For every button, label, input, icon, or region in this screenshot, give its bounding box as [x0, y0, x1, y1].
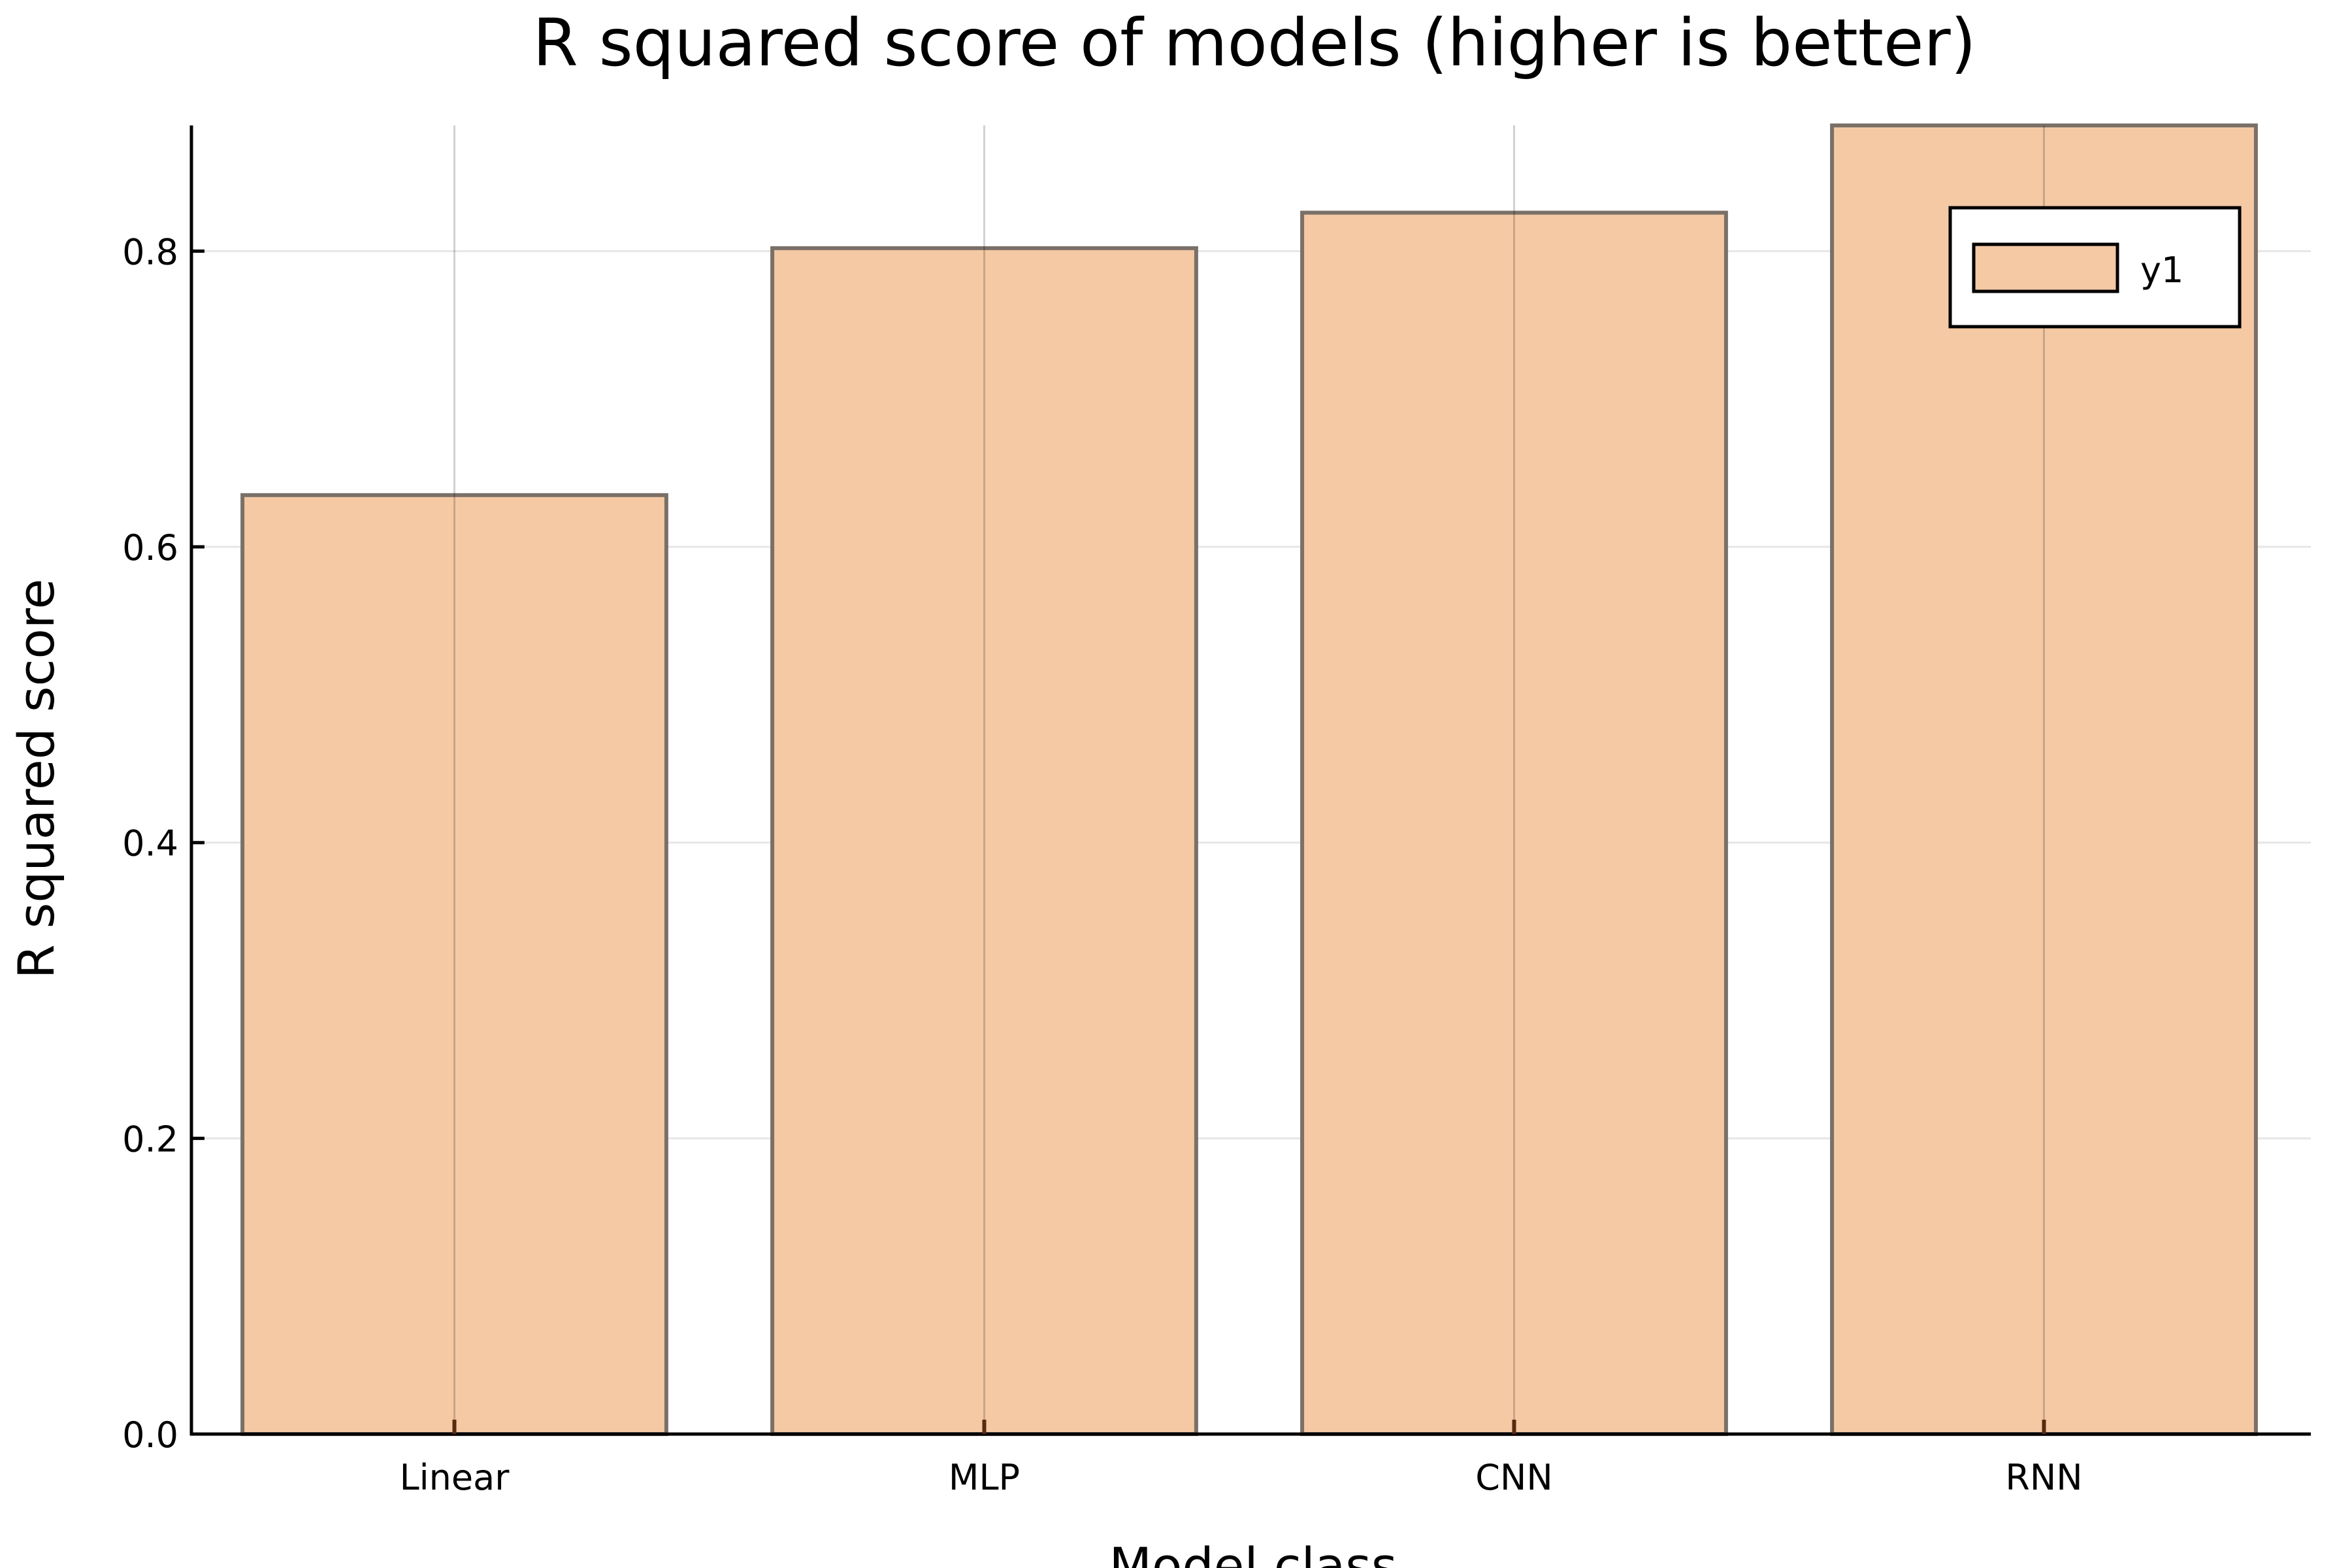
x-tick-label: Linear [400, 1457, 510, 1498]
y-tick-label: 0.8 [122, 231, 178, 272]
legend: y1 [1948, 206, 2242, 329]
x-tick-label: CNN [1475, 1457, 1553, 1498]
y-ticks: 0.0 0.2 0.4 0.6 0.8 [122, 231, 204, 1456]
axes [189, 125, 2311, 1436]
y-tick-label: 0.6 [122, 527, 178, 568]
legend-label: y1 [2140, 250, 2183, 291]
y-tick-label: 0.0 [122, 1414, 178, 1456]
x-axis-label: Model class [1109, 1537, 1397, 1568]
x-tick-label: RNN [2005, 1457, 2082, 1498]
bar-linear [240, 493, 668, 1436]
y-tick-label: 0.2 [122, 1119, 178, 1160]
x-tick-label: MLP [949, 1457, 1020, 1498]
y-axis-label: R squared score [7, 579, 65, 979]
category-grid-lines [453, 125, 2045, 1434]
x-ticks: Linear MLP CNN RNN [400, 1420, 2083, 1498]
bars [240, 123, 2258, 1437]
legend-swatch [1972, 242, 2119, 293]
chart-title: R squared score of models (higher is bet… [532, 5, 1976, 81]
bar-cnn [1300, 210, 1728, 1436]
bar-rnn [1830, 123, 2258, 1436]
y-tick-label: 0.4 [122, 823, 178, 864]
